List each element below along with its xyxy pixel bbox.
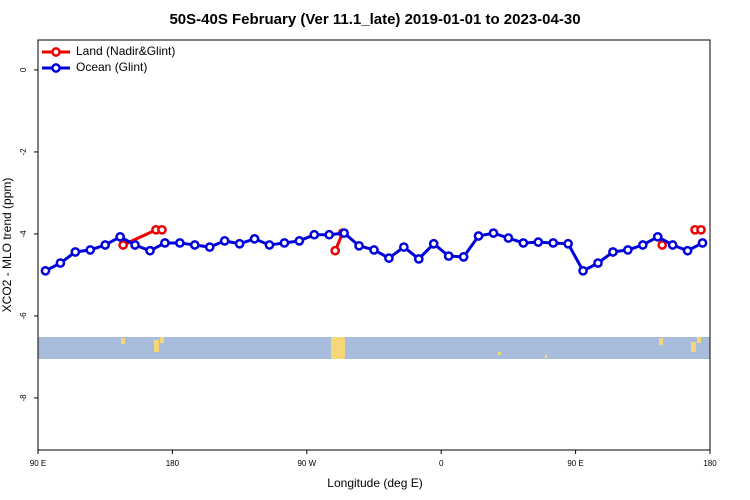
plot-frame xyxy=(37,39,711,451)
x-tick-label: 90 E xyxy=(567,459,583,468)
point xyxy=(354,240,364,251)
x-tick-label: 90 E xyxy=(30,459,46,468)
point xyxy=(85,245,96,255)
point xyxy=(130,240,140,250)
point xyxy=(608,247,618,257)
chart-title: 50S-40S February (Ver 11.1_late) 2019-01… xyxy=(169,11,580,28)
point xyxy=(160,238,170,248)
point xyxy=(697,238,708,248)
point xyxy=(234,238,245,249)
point xyxy=(657,240,668,250)
point xyxy=(157,224,167,235)
x-tick-label: 180 xyxy=(703,459,717,468)
point xyxy=(563,238,573,249)
point xyxy=(413,254,424,264)
point xyxy=(593,258,603,268)
point xyxy=(578,265,588,276)
legend-label: Land (Nadir&Glint) xyxy=(76,44,175,58)
y-tick-label: -6 xyxy=(19,312,28,320)
point xyxy=(503,233,514,243)
y-tick-label: -2 xyxy=(19,148,28,156)
land-spots xyxy=(121,337,701,359)
legend-marker xyxy=(51,47,61,57)
point xyxy=(279,238,290,248)
point xyxy=(189,240,200,250)
x-tick-label: 180 xyxy=(166,459,180,468)
point xyxy=(330,245,341,256)
point xyxy=(428,238,439,249)
point xyxy=(384,253,394,263)
point xyxy=(533,237,544,247)
point xyxy=(145,245,155,256)
point xyxy=(399,242,409,252)
point xyxy=(473,231,484,241)
point xyxy=(219,236,230,246)
point xyxy=(696,224,706,235)
point xyxy=(339,228,349,238)
point xyxy=(548,238,559,248)
point xyxy=(204,242,215,252)
y-tick-label: 0 xyxy=(19,67,28,72)
point xyxy=(100,240,111,250)
point xyxy=(369,245,379,255)
point xyxy=(175,238,185,248)
map-strip xyxy=(38,337,710,359)
legend-marker xyxy=(51,63,61,73)
point xyxy=(70,247,81,257)
point xyxy=(264,240,275,250)
point xyxy=(637,240,648,250)
point xyxy=(667,240,678,250)
point xyxy=(249,234,260,244)
y-tick-label: -8 xyxy=(19,394,28,402)
x-axis-label: Longitude (deg E) xyxy=(327,476,422,490)
point xyxy=(652,231,663,242)
point xyxy=(682,245,693,256)
x-tick-label: 90 W xyxy=(297,459,316,468)
point xyxy=(488,228,499,238)
point xyxy=(443,251,454,261)
point xyxy=(40,265,51,276)
legend-label: Ocean (Glint) xyxy=(76,60,147,74)
x-tick-label: 0 xyxy=(439,459,444,468)
point xyxy=(458,252,469,262)
y-axis-label: XCO2 - MLO trend (ppm) xyxy=(0,178,14,313)
point xyxy=(518,238,529,248)
point xyxy=(55,258,66,268)
point xyxy=(309,229,320,240)
point xyxy=(294,236,305,246)
point xyxy=(623,245,633,255)
point xyxy=(118,240,128,250)
y-tick-label: -4 xyxy=(19,230,28,238)
point xyxy=(324,229,335,240)
point xyxy=(115,231,125,242)
